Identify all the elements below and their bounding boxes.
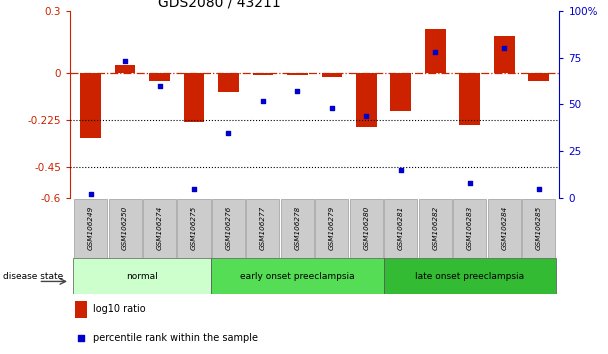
Bar [75, 301, 87, 318]
Text: GDS2080 / 43211: GDS2080 / 43211 [158, 0, 281, 10]
Bar [80, 73, 101, 138]
Text: GSM106281: GSM106281 [398, 206, 404, 251]
Bar [178, 199, 210, 258]
Bar [281, 199, 314, 258]
Bar [356, 73, 377, 127]
Bar [322, 73, 342, 77]
Bar [522, 199, 555, 258]
Point [534, 186, 544, 192]
Text: percentile rank within the sample: percentile rank within the sample [94, 333, 258, 343]
Bar [149, 73, 170, 81]
Point [292, 88, 302, 94]
Bar [350, 199, 383, 258]
Bar [246, 199, 280, 258]
Point [465, 181, 475, 186]
Bar [390, 73, 411, 111]
Text: log10 ratio: log10 ratio [94, 304, 146, 314]
Point [86, 192, 95, 197]
Text: GSM106285: GSM106285 [536, 206, 542, 251]
Point [430, 49, 440, 55]
Point [499, 45, 509, 51]
Point [189, 186, 199, 192]
Text: GSM106282: GSM106282 [432, 206, 438, 251]
Bar [425, 29, 446, 73]
Point [327, 105, 337, 111]
Bar [384, 258, 556, 294]
Bar [252, 73, 273, 75]
Point [120, 58, 130, 64]
Text: GSM106283: GSM106283 [467, 206, 473, 251]
Bar [494, 36, 514, 73]
Point [362, 113, 371, 119]
Text: GSM106250: GSM106250 [122, 206, 128, 251]
Text: early onset preeclampsia: early onset preeclampsia [240, 272, 354, 281]
Bar [184, 73, 204, 122]
Text: GSM106274: GSM106274 [156, 206, 162, 251]
Point [258, 98, 268, 103]
Bar [488, 199, 521, 258]
Bar [218, 73, 239, 92]
Bar [211, 258, 384, 294]
Point [396, 167, 406, 173]
Bar [143, 199, 176, 258]
Bar [453, 199, 486, 258]
Text: disease state: disease state [3, 272, 63, 281]
Text: GSM106249: GSM106249 [88, 206, 94, 251]
Text: GSM106278: GSM106278 [294, 206, 300, 251]
Text: late onset preeclampsia: late onset preeclampsia [415, 272, 524, 281]
Bar [212, 199, 245, 258]
Bar [460, 73, 480, 125]
Text: GSM106284: GSM106284 [501, 206, 507, 251]
Bar [384, 199, 417, 258]
Text: GSM106277: GSM106277 [260, 206, 266, 251]
Point [154, 83, 164, 88]
Bar [316, 199, 348, 258]
Text: GSM106275: GSM106275 [191, 206, 197, 251]
Bar [287, 73, 308, 75]
Text: GSM106276: GSM106276 [226, 206, 232, 251]
Point [76, 335, 86, 341]
Text: GSM106279: GSM106279 [329, 206, 335, 251]
Text: GSM106280: GSM106280 [364, 206, 369, 251]
Bar [108, 199, 142, 258]
Bar [74, 258, 211, 294]
Point [224, 130, 233, 136]
Bar [115, 65, 136, 73]
Text: normal: normal [126, 272, 158, 281]
Bar [528, 73, 549, 81]
Bar [74, 199, 107, 258]
Bar [419, 199, 452, 258]
